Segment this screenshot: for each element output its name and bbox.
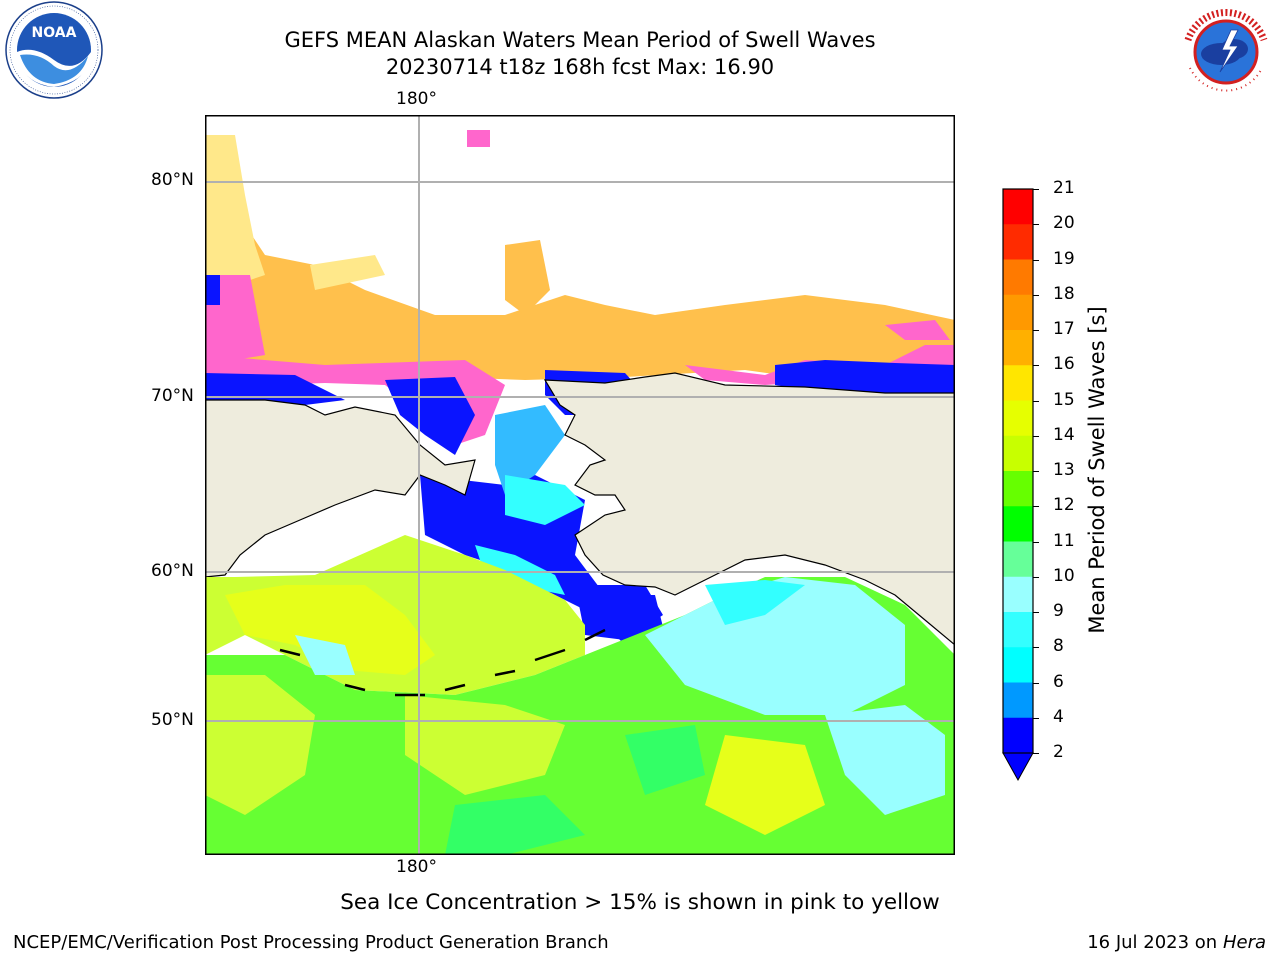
- colorbar-tick-mark: [1033, 400, 1039, 402]
- swell-green-dark: [445, 795, 585, 855]
- colorbar-tick-label: 2: [1053, 742, 1064, 762]
- colorbar-tick-label: 19: [1053, 248, 1075, 269]
- colorbar-segment: [1003, 330, 1033, 366]
- footer-date-text: 16 Jul 2023 on: [1087, 932, 1223, 953]
- sea-ice-patch: [310, 255, 385, 290]
- map-panel: [205, 115, 955, 855]
- swell-blue: [205, 275, 220, 305]
- colorbar-tick-label: 6: [1053, 671, 1064, 692]
- footer-date: 16 Jul 2023 on Hera: [1087, 932, 1266, 953]
- colorbar-tick-label: 18: [1053, 283, 1075, 304]
- swell-yellow: [705, 735, 825, 835]
- chart-subtitle: 20230714 t18z 168h fcst Max: 16.90: [385, 55, 775, 79]
- colorbar-tick-label: 11: [1053, 530, 1075, 551]
- colorbar-segment: [1003, 717, 1033, 754]
- lat-label-80n: 80°N: [151, 170, 194, 190]
- colorbar-tick-mark: [1033, 576, 1039, 578]
- chart-title: GEFS MEAN Alaskan Waters Mean Period of …: [284, 28, 876, 52]
- colorbar-segment: [1003, 506, 1033, 542]
- swell-cyan-gulf: [705, 580, 805, 625]
- colorbar-tick-mark: [1033, 647, 1039, 649]
- colorbar-tick-mark: [1033, 612, 1039, 613]
- colorbar-tick-label: 13: [1053, 460, 1075, 480]
- colorbar-tick-label: 4: [1053, 706, 1064, 727]
- swell-lightcyan: [295, 635, 355, 675]
- colorbar-tick-mark: [1033, 330, 1039, 331]
- swell-green-dark: [625, 725, 705, 795]
- footer-machine: Hera: [1222, 932, 1266, 953]
- colorbar-tick-label: 9: [1053, 601, 1064, 621]
- colorbar-segment: [1003, 365, 1033, 401]
- colorbar-tick-mark: [1033, 259, 1039, 261]
- map-frame: [205, 115, 955, 855]
- colorbar-tick-mark: [1033, 435, 1039, 437]
- sea-ice-band: [205, 215, 955, 385]
- colorbar-tick-mark: [1033, 365, 1039, 367]
- colorbar-extend-arrow: [1002, 752, 1034, 782]
- colorbar-tick-label: 15: [1053, 389, 1075, 410]
- lon-label-bottom: 180°: [396, 857, 437, 877]
- swell-yellow: [225, 585, 435, 675]
- colorbar-segment: [1003, 224, 1033, 260]
- colorbar-segment: [1003, 612, 1033, 648]
- land-chukotka: [205, 399, 476, 578]
- colorbar-segment: [1003, 189, 1033, 225]
- colorbar-tick-label: 8: [1053, 636, 1064, 657]
- colorbar-tick-mark: [1033, 471, 1039, 472]
- colorbar: [1002, 188, 1034, 782]
- colorbar-segment: [1003, 400, 1033, 437]
- colorbar-tick-mark: [1033, 541, 1039, 543]
- swell-lightcyan: [825, 705, 945, 815]
- colorbar-tick-mark: [1033, 224, 1039, 226]
- nws-logo: [1179, 5, 1273, 99]
- land-alaska: [543, 372, 955, 646]
- colorbar-tick-label: 21: [1053, 178, 1075, 198]
- swell-cyan: [505, 475, 585, 525]
- footer-credit: NCEP/EMC/Verification Post Processing Pr…: [13, 932, 609, 953]
- colorbar-segment: [1003, 576, 1033, 613]
- sea-ice-caption: Sea Ice Concentration > 15% is shown in …: [340, 890, 940, 915]
- sea-ice-patch: [505, 240, 550, 315]
- colorbar-tick-label: 14: [1053, 424, 1075, 445]
- colorbar-label: Mean Period of Swell Waves [s]: [1085, 306, 1109, 634]
- aleutian-islands: [279, 628, 606, 697]
- swell-blue: [775, 360, 955, 395]
- colorbar-tick-mark: [1033, 682, 1039, 684]
- colorbar-tick-mark: [1033, 717, 1039, 719]
- swell-cyan: [475, 545, 565, 595]
- colorbar-segment: [1003, 435, 1033, 472]
- lat-label-70n: 70°N: [151, 386, 194, 406]
- colorbar-tick-label: 20: [1053, 213, 1075, 234]
- colorbar-tick-label: 16: [1053, 354, 1075, 375]
- lat-label-50n: 50°N: [151, 710, 194, 730]
- lat-label-60n: 60°N: [151, 561, 194, 581]
- colorbar-tick-mark: [1033, 506, 1039, 508]
- swell-lightcyan: [645, 577, 905, 715]
- colorbar-segment: [1003, 682, 1033, 719]
- colorbar-segment: [1003, 294, 1033, 331]
- sea-ice-pink-edge: [885, 320, 950, 340]
- colorbar-segment: [1003, 471, 1033, 507]
- colorbar-tick-label: 17: [1053, 319, 1075, 339]
- colorbar-tick-mark: [1033, 294, 1039, 296]
- colorbar-segment: [1003, 259, 1033, 296]
- noaa-logo: NOAA: [5, 1, 103, 99]
- noaa-logo-text: NOAA: [32, 25, 77, 41]
- colorbar-tick-label: 10: [1053, 565, 1075, 586]
- colorbar-tick-mark: [1033, 753, 1039, 754]
- swell-yellowgreen: [205, 675, 315, 815]
- swell-blue-bristol: [575, 585, 663, 640]
- sea-ice-west: [205, 135, 265, 285]
- colorbar-tick-label: 12: [1053, 495, 1075, 516]
- colorbar-tick-mark: [1033, 189, 1039, 190]
- colorbar-segment: [1003, 541, 1033, 578]
- sea-ice-patch: [467, 130, 490, 147]
- swell-cyan: [495, 405, 565, 495]
- colorbar-segment: [1003, 647, 1033, 683]
- lon-label-top: 180°: [396, 89, 437, 109]
